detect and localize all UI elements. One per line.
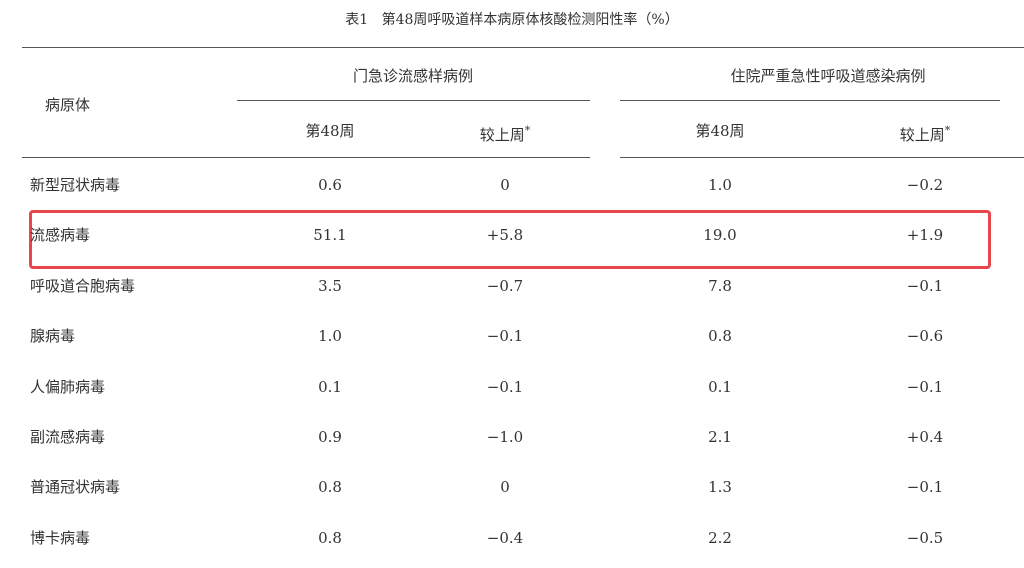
- caption-text: 第48周呼吸道样本病原体核酸检测阳性率（%）: [381, 12, 679, 28]
- cell: −0.1: [486, 377, 524, 396]
- cell: −0.1: [906, 377, 944, 396]
- row-label: 博卡病毒: [30, 528, 91, 547]
- cell: 2.2: [708, 528, 732, 547]
- caption-label: 表1: [345, 12, 369, 28]
- group-rule: [620, 100, 1000, 101]
- cell: 0: [500, 176, 510, 194]
- column-header-text: 较上周: [899, 126, 945, 144]
- cell: 0.6: [318, 176, 342, 194]
- cell: 51.1: [313, 226, 347, 245]
- footnote-mark: *: [944, 124, 951, 137]
- cell: +1.9: [906, 226, 944, 245]
- cell: 1.0: [708, 176, 732, 194]
- group-header: 门急诊流感样病例: [352, 67, 474, 85]
- cell: 3.5: [318, 276, 342, 295]
- cell: 7.8: [708, 276, 732, 295]
- cell: +5.8: [486, 226, 524, 245]
- footnote-mark: *: [524, 124, 531, 137]
- cell: −0.5: [906, 528, 944, 547]
- cell: −0.1: [486, 327, 524, 346]
- top-rule: [22, 47, 1024, 48]
- row-label: 人偏肺病毒: [30, 377, 106, 396]
- column-header-text: 第48周: [695, 122, 745, 140]
- cell: 1.3: [708, 478, 732, 497]
- row-label: 呼吸道合胞病毒: [30, 276, 136, 295]
- highlight-box: [29, 210, 991, 269]
- cell: 0.8: [708, 327, 732, 346]
- cell: −0.7: [486, 276, 524, 295]
- cell: −0.6: [906, 327, 944, 346]
- cell: −1.0: [486, 428, 524, 446]
- cell: +0.4: [906, 428, 944, 446]
- column-header-text: 较上周: [479, 126, 525, 144]
- column-header: 较上周*: [900, 121, 951, 145]
- cell: −0.2: [906, 176, 944, 194]
- cell: −0.4: [486, 528, 524, 547]
- group-header: 住院严重急性呼吸道感染病例: [730, 67, 926, 85]
- group-rule: [237, 100, 590, 101]
- row-label: 新型冠状病毒: [30, 176, 121, 194]
- row-label: 普通冠状病毒: [30, 478, 121, 497]
- column-header-text: 第48周: [305, 122, 355, 140]
- row-label: 流感病毒: [30, 226, 91, 245]
- column-header: 第48周: [695, 121, 744, 141]
- cell: 0.8: [318, 528, 342, 547]
- column-header: 较上周*: [480, 121, 531, 145]
- row-label: 腺病毒: [30, 327, 76, 346]
- header-rule: [620, 157, 1024, 158]
- caption: 表1 第48周呼吸道样本病原体核酸检测阳性率（%）: [345, 10, 678, 30]
- cell: 0.1: [708, 377, 732, 396]
- cell: 1.0: [318, 327, 342, 346]
- row-header: 病原体: [45, 96, 91, 114]
- row-label: 副流感病毒: [30, 428, 106, 446]
- header-rule: [22, 157, 590, 158]
- cell: 2.1: [708, 428, 732, 446]
- cell: 0.1: [318, 377, 342, 396]
- cell: −0.1: [906, 276, 944, 295]
- cell: 19.0: [703, 226, 737, 245]
- cell: 0.9: [318, 428, 342, 446]
- column-header: 第48周: [305, 121, 354, 141]
- cell: 0: [500, 478, 510, 497]
- cell: 0.8: [318, 478, 342, 497]
- cell: −0.1: [906, 478, 944, 497]
